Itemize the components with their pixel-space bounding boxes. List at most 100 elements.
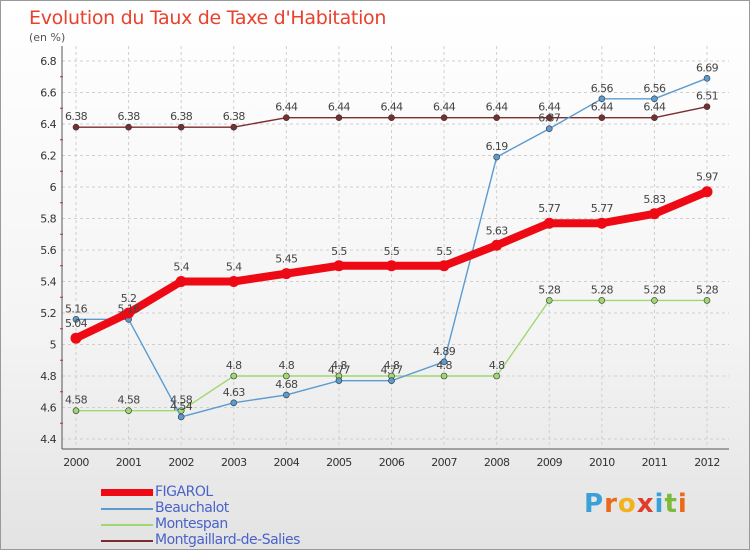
- y-tick-label: 5: [50, 339, 57, 352]
- data-label: 6.38: [223, 110, 246, 123]
- data-label: 6.44: [643, 101, 666, 114]
- y-tick-label: 5.4: [40, 276, 56, 289]
- data-label: 6.38: [118, 110, 141, 123]
- logo-letter: r: [604, 489, 618, 519]
- data-point: [175, 276, 187, 287]
- data-label: 5.2: [121, 292, 137, 305]
- data-point: [388, 377, 395, 385]
- data-point: [70, 332, 82, 344]
- data-point: [598, 297, 606, 304]
- legend-label: Beauchalot: [155, 500, 229, 516]
- x-tick-label: 2003: [221, 456, 247, 469]
- logo-letter: x: [636, 489, 655, 519]
- data-point: [545, 297, 553, 304]
- x-tick-label: 2002: [168, 456, 194, 469]
- data-label: 6.44: [433, 101, 456, 114]
- data-label: 4.8: [384, 359, 400, 372]
- data-point: [651, 114, 658, 121]
- logo-letter: o: [617, 489, 637, 519]
- data-point: [651, 297, 658, 304]
- x-tick-label: 2012: [694, 456, 720, 469]
- data-point: [598, 95, 606, 103]
- y-tick-label: 4.8: [40, 370, 56, 383]
- data-label: 4.8: [278, 359, 294, 372]
- logo-letter: t: [664, 489, 678, 519]
- legend-label: Montespan: [155, 516, 228, 532]
- data-label: 4.58: [170, 394, 193, 407]
- data-label: 5.77: [591, 202, 614, 215]
- data-point: [283, 391, 290, 399]
- legend-swatch: [101, 524, 153, 526]
- series-lines: [70, 75, 713, 421]
- data-label: 6.44: [591, 101, 614, 114]
- data-label: 4.8: [436, 359, 452, 372]
- y-tick-label: 5.2: [40, 307, 56, 320]
- x-tick-label: 2001: [116, 456, 142, 469]
- data-point: [388, 114, 395, 121]
- data-label: 6.44: [328, 101, 351, 114]
- x-tick-label: 2008: [484, 456, 510, 469]
- data-label: 4.58: [118, 394, 141, 407]
- data-label: 5.77: [538, 202, 561, 215]
- x-tick-label: 2006: [379, 456, 405, 469]
- data-label: 5.28: [643, 283, 666, 296]
- data-label: 6.69: [696, 61, 719, 74]
- data-label: 6.38: [65, 110, 88, 123]
- logo-letter: i: [654, 489, 665, 519]
- data-label: 5.28: [538, 283, 561, 296]
- data-label: 5.4: [226, 261, 242, 274]
- data-label: 4.89: [433, 345, 456, 358]
- x-tick-label: 2005: [326, 456, 352, 469]
- chart-title: Evolution du Taux de Taxe d'Habitation: [29, 7, 387, 29]
- data-label: 6.51: [696, 90, 718, 103]
- data-label: 4.77: [380, 364, 403, 377]
- data-label: 4.77: [328, 364, 351, 377]
- y-tick-label: 6.4: [40, 118, 56, 131]
- unit-label: (en %): [29, 31, 66, 44]
- legend-swatch: [101, 489, 153, 496]
- data-point: [230, 123, 238, 131]
- y-tick-label: 6.8: [40, 55, 56, 68]
- x-tick-label: 2004: [274, 456, 300, 469]
- data-label: 5.83: [643, 193, 666, 206]
- data-point: [543, 217, 555, 229]
- x-tick-label: 2010: [589, 456, 615, 469]
- data-point: [386, 260, 397, 272]
- x-tick-label: 2007: [431, 456, 457, 469]
- data-label: 5.28: [591, 283, 614, 296]
- data-point: [335, 377, 343, 385]
- data-label: 6.56: [643, 82, 666, 95]
- data-point: [72, 407, 80, 414]
- data-label: 5.5: [384, 245, 400, 258]
- x-tick-label: 2000: [63, 456, 89, 469]
- y-tick-label: 6.6: [40, 87, 56, 100]
- data-point: [648, 208, 660, 220]
- data-point: [545, 125, 553, 133]
- data-point: [283, 372, 290, 380]
- data-point: [598, 114, 606, 121]
- data-point: [440, 114, 448, 121]
- data-point: [283, 114, 290, 121]
- data-point: [230, 399, 238, 407]
- data-point: [493, 372, 500, 380]
- y-axis-ticks: 4.4 4.6 4.8 5 5.2 5.4 5.6 5.8 6 6.2 6.4 6.6 6.8: [40, 55, 57, 446]
- data-label: 6.37: [538, 112, 561, 125]
- data-label: 5.04: [65, 317, 88, 330]
- data-label: 4.63: [223, 386, 246, 399]
- data-label: 5.45: [275, 253, 298, 266]
- data-point: [493, 114, 500, 121]
- data-label: 5.16: [118, 302, 141, 315]
- proxiti-logo: Proxiti: [584, 489, 688, 519]
- data-label: 5.28: [696, 283, 719, 296]
- data-point: [125, 123, 132, 131]
- data-point: [703, 297, 711, 304]
- legend-swatch: [101, 540, 153, 542]
- data-point: [651, 95, 658, 103]
- y-tick-label: 4.6: [40, 402, 56, 415]
- y-tick-label: 4.4: [40, 433, 56, 446]
- data-point: [335, 114, 343, 121]
- data-label: 5.16: [65, 302, 88, 315]
- legend-label: Montgaillard-de-Salies: [155, 532, 300, 548]
